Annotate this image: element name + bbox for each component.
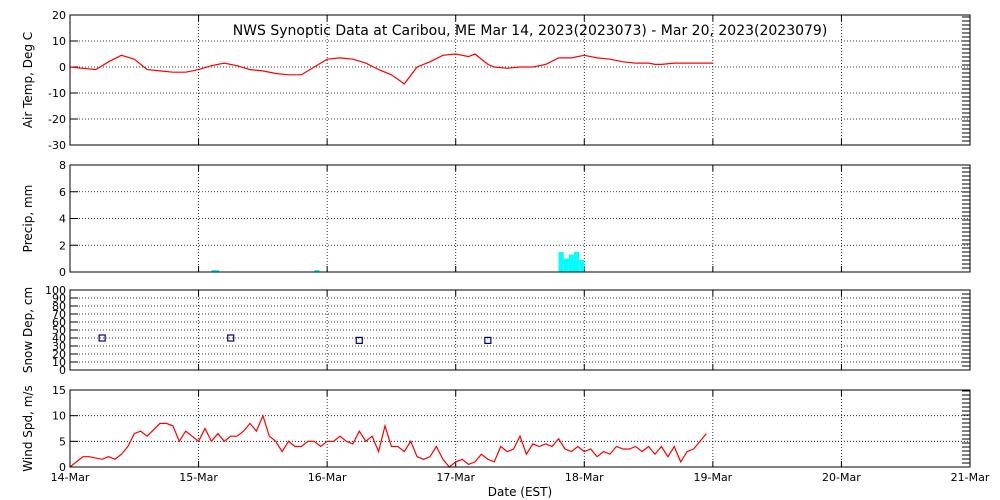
x-tick-label: 17-Mar [436,471,475,484]
y-tick-label: 4 [59,213,66,226]
y-tick-label: 0 [59,266,66,279]
wind-speed-frame [69,389,971,468]
x-tick-label: 15-Mar [179,471,218,484]
y-tick-label: 40 [52,332,66,345]
y-tick-label: -30 [48,139,66,152]
y-tick-label: -20 [48,113,66,126]
y-tick-label: 20 [52,9,66,22]
y-tick-label: 6 [59,186,66,199]
y-tick-label: 90 [52,292,66,305]
y-tick-label: 50 [52,324,66,337]
y-tick-label: 10 [52,35,66,48]
snow-depth-frame [69,289,971,371]
y-tick-label: 30 [52,340,66,353]
snow-depth-point [484,336,492,344]
air-temp-panel: -30 -20 -10 0 10 20 Air Temp, Deg C [21,9,971,152]
x-tick-label: 16-Mar [308,471,347,484]
y-tick-label: 80 [52,300,66,313]
precip-bar [214,269,220,272]
precip-panel: 0 2 4 6 8 Precip, mm [21,159,971,279]
y-tick-label: 0 [59,61,66,74]
precip-bar [563,258,569,272]
air-temp-line [69,53,713,85]
precip-y-axis-title: Precip, mm [21,185,35,253]
y-tick-label: 0 [59,364,66,377]
precip-bar [574,251,580,272]
y-tick-label: 8 [59,159,66,172]
snow-depth-point [227,334,235,342]
snow-depth-point [355,336,363,344]
wind-speed-line [69,413,707,468]
y-tick-label: 5 [59,435,66,448]
precip-frame [69,164,971,273]
y-tick-label: 10 [52,410,66,423]
x-tick-label: 14-Mar [51,471,90,484]
x-tick-label: 19-Mar [693,471,732,484]
y-tick-label: 10 [52,356,66,369]
snow-depth-y-axis-title: Snow Dep, cm [21,287,35,373]
x-axis-title: Date (EST) [488,485,552,499]
precip-bar [558,251,564,272]
y-tick-label: 0 [59,461,66,474]
wind-speed-panel: 0 5 10 15 Wind Spd, m/s [21,384,971,474]
air-temp-y-axis-title: Air Temp, Deg C [21,32,35,128]
precip-bar [568,254,574,272]
precip-bar [579,259,585,272]
y-tick-label: 100 [45,284,66,297]
snow-depth-point [98,334,106,342]
x-tick-label: 18-Mar [565,471,604,484]
wind-speed-y-axis-title: Wind Spd, m/s [21,385,35,471]
y-tick-label: -10 [48,87,66,100]
chart-title: NWS Synoptic Data at Caribou, ME Mar 14,… [233,23,828,39]
x-tick-label: 20-Mar [822,471,861,484]
precip-bar [314,269,320,272]
y-tick-label: 60 [52,316,66,329]
y-tick-label: 15 [52,384,66,397]
air-temp-frame [69,14,971,146]
x-axis: 14-Mar 15-Mar 16-Mar 17-Mar 18-Mar 19-Mar 20-M… [51,471,990,484]
y-tick-label: 20 [52,348,66,361]
x-tick-label: 21-Mar [951,471,990,484]
y-tick-label: 70 [52,308,66,321]
y-tick-label: 2 [59,239,66,252]
